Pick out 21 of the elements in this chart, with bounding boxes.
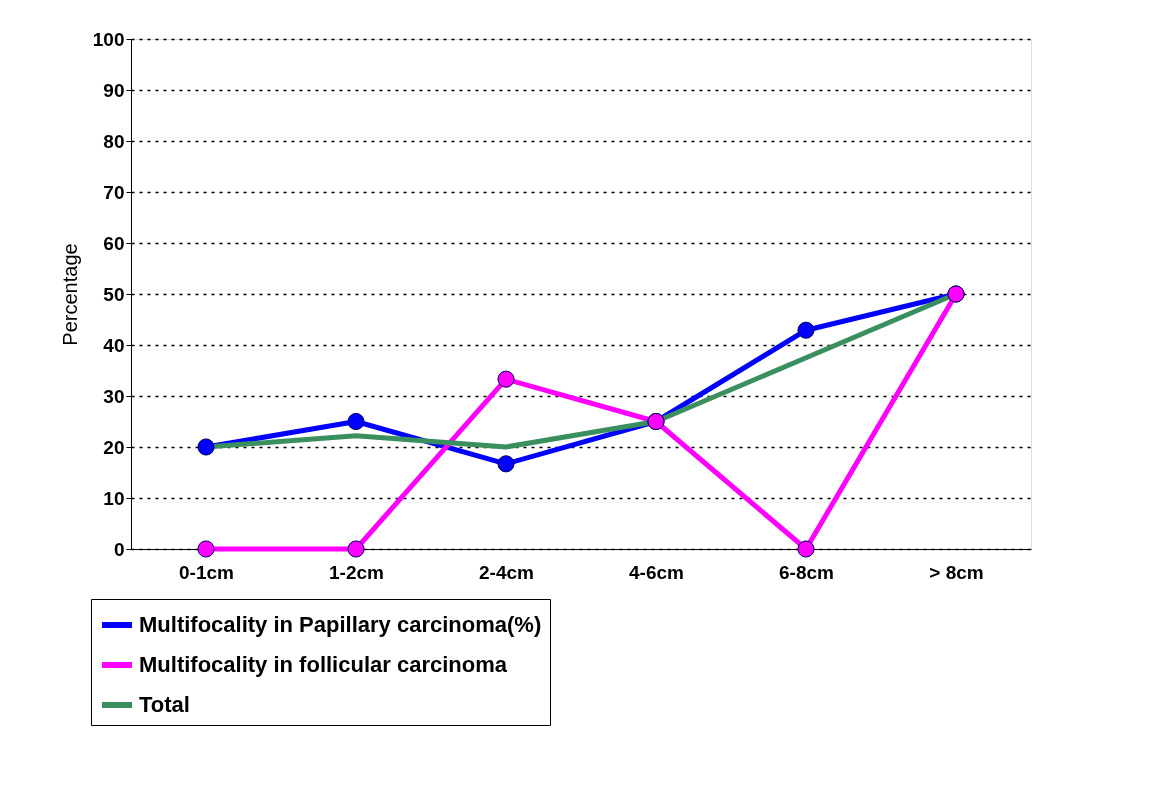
y-tick-label: 70	[103, 181, 125, 203]
y-tick-label: 40	[103, 334, 125, 356]
x-tick-label: 0-1cm	[179, 561, 234, 583]
y-tick-label: 10	[103, 487, 125, 509]
y-tick-label: 80	[103, 130, 125, 152]
x-tick-label: 4-6cm	[629, 561, 684, 583]
x-tick-label: 1-2cm	[329, 561, 384, 583]
x-tick-label: 2-4cm	[479, 561, 534, 583]
legend-label: Total	[139, 692, 190, 717]
x-tick-label: > 8cm	[929, 561, 984, 583]
y-tick-label: 0	[113, 538, 125, 560]
y-axis-title: Percentage	[58, 243, 81, 346]
x-tick-label: 6-8cm	[779, 561, 834, 583]
legend-label: Multifocality in Papillary carcinoma(%)	[139, 612, 542, 637]
y-tick-label: 50	[103, 283, 125, 305]
y-tick-label: 30	[103, 385, 125, 407]
y-tick-label: 100	[92, 28, 125, 50]
y-tick-label: 60	[103, 232, 125, 254]
y-tick-label: 20	[103, 436, 125, 458]
y-tick-label: 90	[103, 79, 125, 101]
legend-label: Multifocality in follicular carcinoma	[139, 652, 508, 677]
